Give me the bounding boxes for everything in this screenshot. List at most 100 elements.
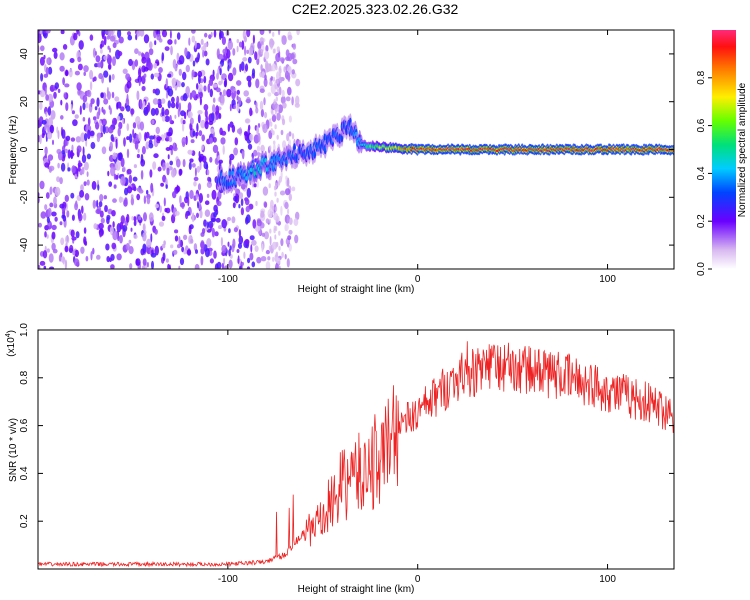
heatmap-cell xyxy=(157,103,163,109)
heatmap-cell xyxy=(83,71,86,76)
heatmap-cell xyxy=(153,62,158,69)
heatmap-cell xyxy=(59,203,65,209)
heatmap-cell xyxy=(198,91,204,99)
heatmap-cell xyxy=(246,75,252,82)
heatmap-cell xyxy=(89,69,94,80)
heatmap-cell xyxy=(108,181,113,187)
heatmap-cell xyxy=(106,214,111,221)
heatmap-cell xyxy=(38,37,42,44)
heatmap-cell xyxy=(178,102,181,112)
heatmap-cell xyxy=(135,34,138,41)
heatmap-cell xyxy=(233,227,238,233)
heatmap-cell xyxy=(202,50,205,58)
heatmap-cell xyxy=(277,260,281,266)
heatmap-cell xyxy=(192,60,196,67)
heatmap-cell xyxy=(58,254,62,262)
heatmap-cell xyxy=(101,106,104,113)
heatmap-cell xyxy=(145,131,150,139)
heatmap-x-ticks: -100 0 100 xyxy=(218,30,616,285)
heatmap-cell xyxy=(152,161,157,170)
heatmap-cell xyxy=(220,96,225,104)
heatmap-cell xyxy=(115,138,118,149)
heatmap-cell xyxy=(269,236,272,246)
heatmap-cell xyxy=(110,166,116,177)
heatmap-cell xyxy=(103,70,109,78)
heatmap-cell xyxy=(108,126,114,134)
heatmap-cell xyxy=(247,143,253,150)
heatmap-cell xyxy=(77,56,82,63)
x-tick-label: 0 xyxy=(415,574,421,585)
heatmap-cell xyxy=(41,132,45,139)
heatmap-cell xyxy=(260,144,265,153)
heatmap-cell xyxy=(84,193,90,201)
heatmap-cell xyxy=(139,121,145,131)
heatmap-cell xyxy=(72,119,78,127)
heatmap-cell xyxy=(45,94,49,101)
heatmap-cell xyxy=(154,107,159,116)
heatmap-cell xyxy=(295,211,300,221)
heatmap-cell xyxy=(82,102,86,111)
heatmap-cell xyxy=(204,32,208,38)
heatmap-cell xyxy=(237,242,243,249)
heatmap-cell xyxy=(241,150,245,158)
heatmap-cell xyxy=(81,154,87,163)
heatmap-cell xyxy=(178,68,182,76)
heatmap-cell xyxy=(193,243,198,252)
heatmap-cell xyxy=(62,256,65,265)
heatmap-cell xyxy=(167,39,173,45)
heatmap-cell xyxy=(83,212,87,221)
heatmap-cell xyxy=(170,244,174,249)
heatmap-cell xyxy=(285,49,290,57)
heatmap-cell xyxy=(92,77,95,82)
heatmap-cell xyxy=(178,235,181,246)
heatmap-cell xyxy=(274,124,277,130)
heatmap-cell xyxy=(118,121,123,130)
y-tick-label: -40 xyxy=(19,237,30,252)
heatmap-cell xyxy=(149,135,155,140)
heatmap-cell xyxy=(129,263,133,269)
heatmap-cell xyxy=(87,129,91,140)
heatmap-cell xyxy=(269,145,272,151)
heatmap-cell xyxy=(218,80,223,86)
heatmap-cell xyxy=(113,184,117,189)
heatmap-cell xyxy=(155,88,158,94)
heatmap-cell xyxy=(117,50,123,57)
heatmap-cell xyxy=(270,76,274,81)
heatmap-cell xyxy=(161,107,165,117)
heatmap-cell xyxy=(151,119,155,125)
heatmap-cell xyxy=(140,248,145,256)
heatmap-cell xyxy=(272,76,276,82)
heatmap-cell xyxy=(146,238,152,248)
heatmap-cell xyxy=(271,110,274,116)
heatmap-cell xyxy=(85,255,89,262)
heatmap-cell xyxy=(240,183,246,190)
heatmap-cell xyxy=(245,98,251,104)
heatmap-cell xyxy=(176,32,181,40)
heatmap-cell xyxy=(100,92,104,99)
heatmap-cell xyxy=(74,70,80,76)
heatmap-cell xyxy=(291,69,295,75)
heatmap-cell xyxy=(267,256,271,261)
heatmap-cell xyxy=(229,121,234,128)
heatmap-cell xyxy=(169,114,172,124)
heatmap-cell xyxy=(84,133,88,141)
heatmap-cell xyxy=(247,80,252,88)
heatmap-cell xyxy=(100,124,103,133)
heatmap-cell xyxy=(74,249,80,258)
heatmap-cell xyxy=(122,224,128,232)
heatmap-cell xyxy=(229,103,232,112)
heatmap-cell xyxy=(136,90,140,101)
heatmap-cell xyxy=(154,245,159,256)
y-tick-label: 20 xyxy=(19,96,30,108)
heatmap-cell xyxy=(182,71,187,81)
heatmap-cell xyxy=(111,136,115,143)
snr-y-scale-close: ) xyxy=(6,330,17,333)
heatmap-cell xyxy=(119,221,124,230)
heatmap-cell xyxy=(67,149,71,159)
heatmap-cell xyxy=(256,180,259,188)
heatmap-cell xyxy=(275,96,278,102)
heatmap-cell xyxy=(89,130,95,137)
heatmap-cell xyxy=(278,245,281,251)
heatmap-cell xyxy=(170,45,173,56)
heatmap-cell xyxy=(44,162,50,168)
